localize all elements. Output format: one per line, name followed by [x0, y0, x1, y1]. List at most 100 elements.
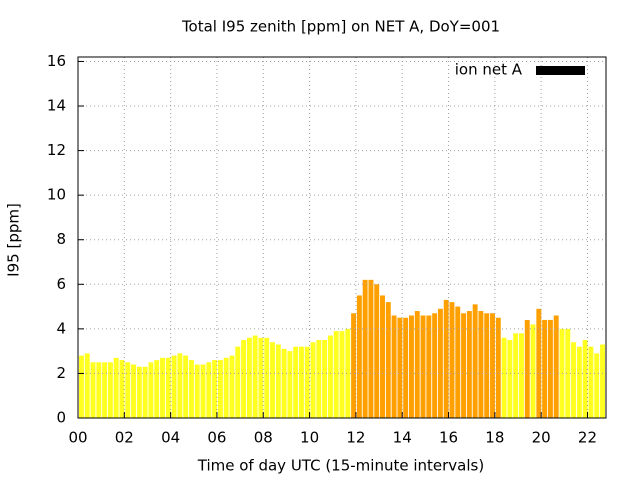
bar	[490, 313, 495, 418]
bar	[148, 362, 154, 418]
bar	[455, 306, 461, 418]
bar	[119, 360, 125, 418]
bar	[189, 360, 194, 418]
x-tick-label: 16	[439, 429, 458, 447]
bar	[374, 284, 380, 418]
legend-label: ion net A	[455, 61, 523, 79]
bar	[432, 313, 438, 418]
bar	[565, 328, 571, 418]
bar	[113, 357, 119, 418]
bar	[571, 342, 577, 418]
bar	[403, 317, 409, 418]
bar	[177, 353, 183, 418]
bar	[339, 331, 345, 418]
bar	[142, 366, 148, 418]
bar	[229, 355, 235, 418]
bar	[107, 362, 113, 418]
bar	[322, 340, 328, 418]
bar	[206, 362, 212, 418]
x-axis-label: Time of day UTC (15-minute intervals)	[197, 457, 484, 475]
bar	[547, 319, 553, 418]
bar	[553, 315, 559, 418]
y-tick-label: 6	[56, 275, 66, 293]
bar	[171, 355, 177, 418]
x-tick-label: 14	[393, 429, 412, 447]
y-tick-label: 4	[56, 319, 66, 337]
bar	[200, 364, 206, 418]
bar	[466, 311, 472, 418]
bar	[507, 340, 513, 418]
bar	[356, 295, 362, 418]
bar	[437, 308, 443, 418]
x-tick-label: 08	[254, 429, 273, 447]
bar	[183, 355, 189, 418]
bar	[84, 353, 90, 418]
bar	[212, 360, 218, 418]
bar	[368, 279, 374, 418]
bar	[293, 346, 299, 418]
y-tick-label: 8	[56, 230, 66, 248]
bar	[594, 353, 600, 418]
bar	[495, 317, 501, 418]
bar	[576, 346, 582, 418]
x-tick-label: 18	[485, 429, 504, 447]
bar	[478, 311, 484, 418]
bar	[270, 342, 275, 418]
bar	[414, 311, 420, 418]
bar	[299, 346, 304, 418]
x-tick-label: 06	[207, 429, 226, 447]
x-tick-label: 02	[115, 429, 134, 447]
bar	[281, 348, 287, 418]
y-tick-label: 12	[47, 141, 66, 159]
bar	[223, 357, 229, 418]
bar	[449, 302, 455, 418]
legend-swatch	[536, 66, 585, 75]
bar	[472, 304, 478, 418]
bar	[443, 299, 449, 418]
x-tick-label: 00	[68, 429, 87, 447]
bar	[246, 337, 252, 418]
bar	[536, 308, 542, 418]
x-tick-label: 22	[578, 429, 597, 447]
bar	[409, 315, 414, 418]
bar	[327, 335, 333, 418]
bar	[524, 319, 530, 418]
bar	[461, 313, 467, 418]
bar	[287, 351, 293, 418]
bar	[420, 315, 426, 418]
y-tick-label: 10	[47, 186, 66, 204]
bar	[252, 335, 258, 418]
bar	[501, 337, 507, 418]
bar	[559, 328, 565, 418]
bar	[362, 279, 368, 418]
y-tick-label: 14	[47, 97, 66, 115]
y-tick-label: 16	[47, 52, 66, 70]
bar	[217, 360, 223, 418]
x-tick-label: 20	[532, 429, 551, 447]
bar	[333, 331, 339, 418]
bar	[345, 328, 351, 418]
bar	[275, 344, 281, 418]
bar	[391, 315, 397, 418]
y-tick-label: 2	[56, 364, 66, 382]
bar	[426, 315, 432, 418]
y-tick-label: 0	[56, 409, 66, 427]
bar	[136, 366, 142, 418]
bar	[154, 360, 160, 418]
bar	[397, 317, 403, 418]
bar	[484, 313, 490, 418]
bar	[600, 344, 605, 418]
bar	[241, 340, 247, 418]
bar	[258, 337, 264, 418]
y-axis-label: I95 [ppm]	[5, 203, 23, 277]
bar	[264, 337, 270, 418]
bar	[316, 340, 322, 418]
bar	[304, 346, 310, 418]
bar	[380, 295, 385, 418]
x-tick-label: 10	[300, 429, 319, 447]
chart-title: Total I95 zenith [ppm] on NET A, DoY=001	[181, 18, 500, 36]
bar	[519, 333, 524, 418]
bar	[351, 313, 357, 418]
x-tick-label: 12	[346, 429, 365, 447]
